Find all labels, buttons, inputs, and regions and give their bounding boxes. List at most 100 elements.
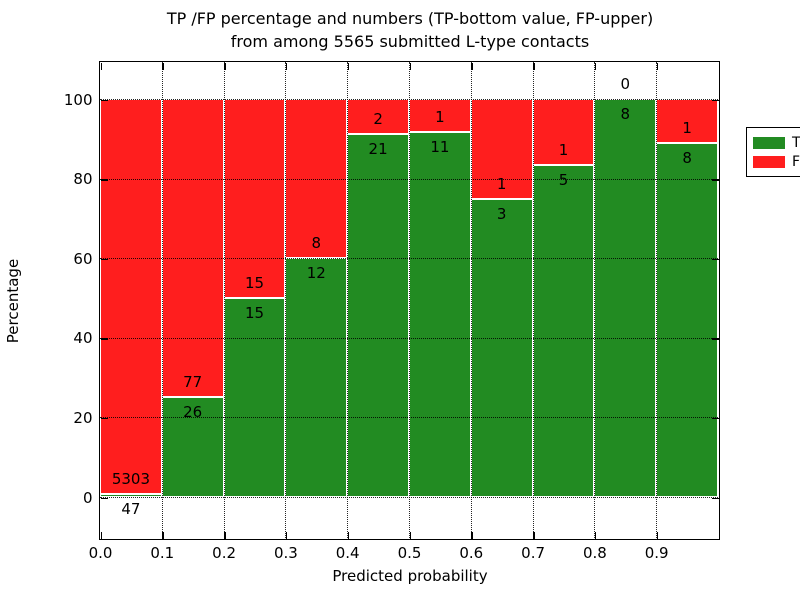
tp-count-label: 8 xyxy=(682,149,692,168)
x-tick-mark xyxy=(100,62,102,70)
y-tick-label: 20 xyxy=(73,408,93,427)
y-tick-label: 100 xyxy=(63,90,93,109)
x-tick-mark xyxy=(471,62,473,70)
vertical-gridline xyxy=(656,62,658,538)
tp-bar-segment xyxy=(285,258,348,497)
x-tick-mark xyxy=(594,531,597,539)
tp-count-label: 12 xyxy=(306,264,326,283)
y-tick-label: 0 xyxy=(82,488,93,507)
x-tick-mark xyxy=(224,531,226,539)
y-tick-label: 60 xyxy=(73,249,93,268)
fp-bar-segment xyxy=(532,99,595,166)
y-tick-mark xyxy=(711,338,719,340)
tp-bar-segment xyxy=(532,165,595,497)
y-tick-mark xyxy=(100,179,108,181)
x-tick-mark xyxy=(656,531,659,539)
vertical-gridline xyxy=(532,62,534,538)
fp-color-swatch xyxy=(753,155,785,168)
fp-count-label: 1 xyxy=(435,108,445,127)
fp-count-label: 1 xyxy=(682,119,692,138)
fp-bar-segment xyxy=(470,99,533,199)
x-tick-label: 0.4 xyxy=(335,543,360,562)
plot-canvas: 5303 47 77 26 15 15 8 12 2 21 1 11 1 3 1 5 0 8 1 8 xyxy=(100,62,718,538)
tp-bar-segment xyxy=(347,133,409,497)
y-tick-label: 40 xyxy=(73,329,93,348)
fp-bar-segment xyxy=(100,99,162,494)
tp-bar-segment xyxy=(223,298,286,497)
fp-bar-segment xyxy=(347,99,409,134)
x-tick-mark xyxy=(533,62,535,70)
x-tick-label: 0.6 xyxy=(459,543,484,562)
y-tick-mark xyxy=(100,338,108,340)
vertical-gridline xyxy=(161,62,163,538)
x-tick-mark xyxy=(347,531,350,539)
y-axis-label: Percentage xyxy=(4,258,22,344)
x-tick-label: 0.2 xyxy=(212,543,237,562)
y-tick-mark xyxy=(100,417,108,420)
x-tick-mark xyxy=(285,62,288,70)
x-tick-mark xyxy=(100,531,102,539)
x-tick-mark xyxy=(471,531,473,539)
vertical-gridline xyxy=(470,62,472,538)
fp-count-label: 5303 xyxy=(111,469,150,488)
tp-count-label: 11 xyxy=(430,138,450,157)
x-tick-label: 0.5 xyxy=(397,543,422,562)
tp-count-label: 21 xyxy=(368,139,388,158)
x-axis-label: Predicted probability xyxy=(332,567,488,585)
x-tick-label: 0.3 xyxy=(273,543,298,562)
tp-count-label: 26 xyxy=(183,402,203,421)
fp-count-label: 1 xyxy=(558,141,569,160)
y-tick-label: 80 xyxy=(73,170,93,189)
tp-bar-segment xyxy=(656,143,718,497)
x-tick-mark xyxy=(533,531,535,539)
fp-count-label: 8 xyxy=(311,234,322,253)
y-tick-mark xyxy=(100,258,108,261)
x-tick-mark xyxy=(224,62,226,70)
legend-label-fp: FP xyxy=(792,153,800,170)
tp-count-label: 5 xyxy=(558,171,569,190)
tp-bar-segment xyxy=(161,396,224,497)
x-tick-label: 0.0 xyxy=(88,543,113,562)
tp-count-label: 47 xyxy=(121,499,141,518)
tp-color-swatch xyxy=(753,136,785,149)
tp-count-label: 15 xyxy=(244,304,265,322)
legend-item-tp: TP xyxy=(753,133,800,152)
chart-title-line2: from among 5565 submitted L-type contact… xyxy=(230,32,590,51)
vertical-gridline xyxy=(347,62,349,538)
x-tick-mark xyxy=(409,62,411,70)
tp-bar-segment xyxy=(470,198,533,497)
vertical-gridline xyxy=(223,62,225,538)
x-tick-mark xyxy=(162,531,164,539)
x-tick-mark xyxy=(409,531,411,539)
fp-bar-segment xyxy=(656,99,718,144)
fp-count-label: 77 xyxy=(183,372,203,391)
y-tick-mark xyxy=(100,99,108,101)
vertical-gridline xyxy=(594,62,596,538)
tp-count-label: 3 xyxy=(496,204,507,223)
y-tick-mark xyxy=(100,497,108,499)
x-tick-mark xyxy=(347,62,350,70)
x-tick-label: 0.9 xyxy=(644,543,669,562)
tp-bar-segment xyxy=(100,493,162,497)
chart-title-line1: TP /FP percentage and numbers (TP-bottom… xyxy=(166,9,654,28)
fp-bar-segment xyxy=(161,99,224,397)
x-tick-label: 0.8 xyxy=(582,543,607,562)
x-tick-mark xyxy=(656,62,659,70)
y-tick-mark xyxy=(711,258,719,261)
fp-count-label: 0 xyxy=(620,75,631,93)
y-tick-mark xyxy=(711,179,719,181)
x-tick-mark xyxy=(594,62,597,70)
x-tick-mark xyxy=(162,62,164,70)
x-tick-mark xyxy=(285,531,288,539)
vertical-gridline xyxy=(285,62,287,538)
fp-count-label: 15 xyxy=(244,274,265,292)
x-tick-label: 0.1 xyxy=(150,543,175,562)
vertical-gridline xyxy=(409,62,410,538)
fp-count-label: 2 xyxy=(373,109,383,128)
fp-count-label: 1 xyxy=(496,174,507,193)
legend-item-fp: FP xyxy=(753,152,800,171)
y-tick-mark xyxy=(711,497,719,499)
legend: TP FP xyxy=(746,127,800,177)
y-tick-mark xyxy=(711,417,719,420)
